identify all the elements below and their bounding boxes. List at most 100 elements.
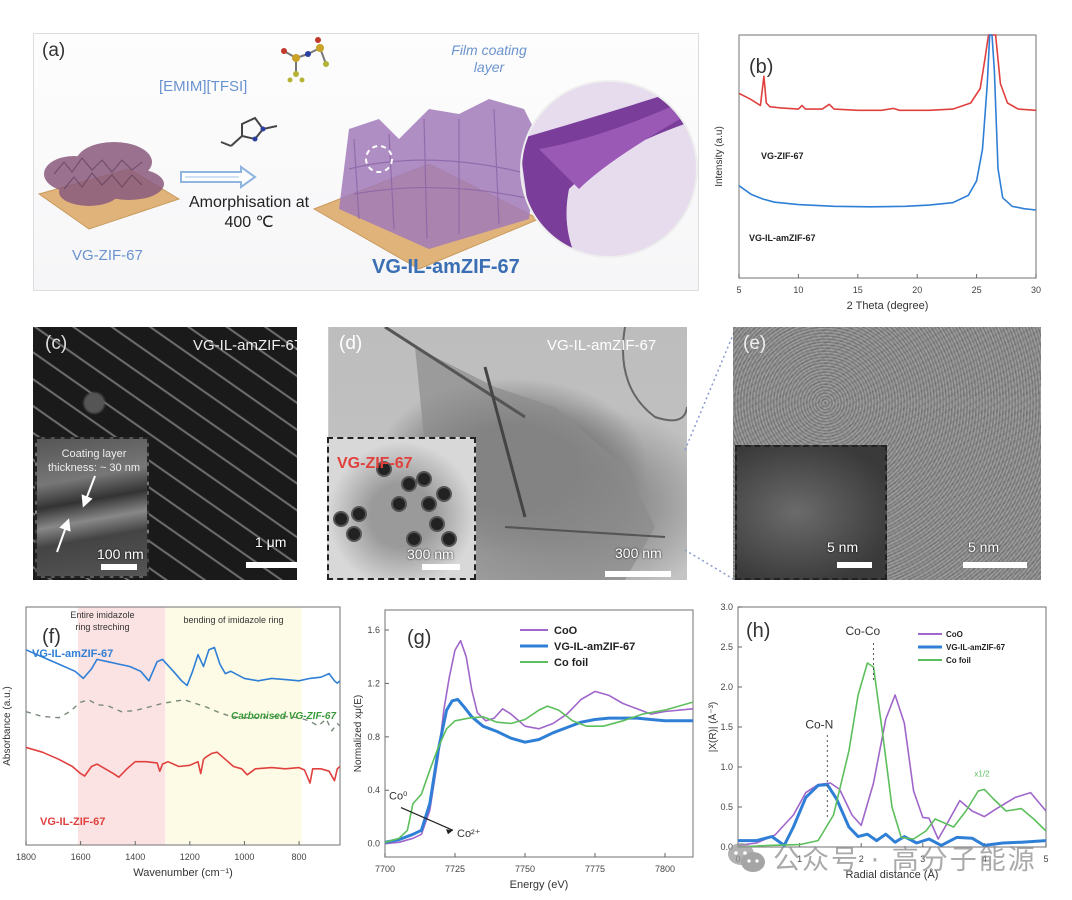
- x-tick-label: 1200: [180, 852, 200, 862]
- series-line-vg-il-amzif-67: [26, 646, 340, 687]
- panel-d-title: VG-IL-amZIF-67: [547, 337, 657, 354]
- x-tick-label: 7750: [515, 864, 535, 874]
- annotation-co2: Co²⁺: [457, 828, 481, 840]
- main-scale-bar: [605, 571, 671, 577]
- annotation-half-scale: x1/2: [974, 770, 990, 779]
- x-tick-label: 7700: [375, 864, 395, 874]
- panel-d-inset: VG-ZIF-67 300 nm: [327, 437, 476, 580]
- y-tick-label: 1.6: [367, 625, 380, 635]
- panel-g-xanes-chart: 7700 7725 7750 7775 7800 0.0 0.4 0.8 1.2 1.6 Energ…: [345, 595, 710, 895]
- x-tick-label: 10: [793, 285, 803, 295]
- legend-label: CoO: [554, 625, 578, 637]
- y-axis-label: Normalized xμ(E): [353, 695, 364, 772]
- annotation-carbonised: Carbonised VG-ZIF-67: [231, 711, 336, 722]
- y-tick-label: 0.5: [720, 802, 733, 812]
- panel-c-inset: Coating layer thickness: ~ 30 nm 100 nm: [35, 437, 149, 578]
- product-label: VG-IL-amZIF-67: [372, 256, 520, 278]
- x-tick-label: 2: [859, 854, 864, 864]
- process-arrow-icon: [180, 165, 257, 189]
- annotation-vg-il-amzif-67: VG-IL-amZIF-67: [749, 233, 816, 243]
- x-tick-label: 5: [1043, 854, 1048, 864]
- x-axis-label: Energy (eV): [510, 879, 569, 891]
- inset-title: VG-ZIF-67: [337, 455, 413, 472]
- panel-b-xrd-chart: 5 10 15 20 25 30 2 Theta (degree) Intensity (a.…: [708, 30, 1063, 320]
- x-axis-label: 2 Theta (degree): [847, 300, 929, 312]
- film-layer-label: Film coating layer: [444, 42, 534, 76]
- x-tick-label: 7775: [585, 864, 605, 874]
- x-tick-label: 7800: [655, 864, 675, 874]
- y-tick-label: 0.4: [367, 785, 380, 795]
- panel-label: (b): [749, 56, 773, 78]
- inset-scale-text: 300 nm: [407, 546, 454, 562]
- vg-zif-67-illustration: [37, 142, 181, 230]
- tfsi-molecule-icon: [281, 37, 329, 83]
- y-tick-label: 1.0: [720, 762, 733, 772]
- panel-gap: [297, 327, 329, 580]
- x-tick-label: 1000: [234, 852, 254, 862]
- annotation-co-co: Co-Co: [846, 624, 881, 638]
- x-tick-label: 15: [853, 285, 863, 295]
- xrd-chart-svg: 5 10 15 20 25 30 2 Theta (degree) Intensity (a.…: [714, 34, 1041, 312]
- zif-particles-icon: [333, 461, 457, 547]
- inset-scale-bar: [101, 564, 137, 570]
- x-tick-label: 1: [797, 854, 802, 864]
- x-tick-label: 3: [920, 854, 925, 864]
- inset-scale-bar: [837, 562, 872, 568]
- panel-label: (h): [746, 620, 770, 642]
- y-tick-label: 0.0: [720, 842, 733, 852]
- legend-label: VG-IL-amZIF-67: [946, 643, 1006, 652]
- y-tick-label: 3.0: [720, 602, 733, 612]
- legend-label: CoO: [946, 630, 963, 639]
- annotation-vg-il-amzif-67: VG-IL-amZIF-67: [32, 648, 113, 660]
- band-1: [165, 607, 302, 845]
- inset-scale-bar: [422, 564, 460, 570]
- y-axis-label: |X(R)| (Å⁻³): [708, 702, 719, 752]
- x-tick-label: 1400: [125, 852, 145, 862]
- x-tick-label: 7725: [445, 864, 465, 874]
- main-scale-text: 1 μm: [255, 534, 287, 550]
- watermark: 公众号 · 高分子能源: [727, 838, 1037, 877]
- watermark-text: 公众号 · 高分子能源: [773, 845, 1037, 876]
- plot-frame: [384, 609, 694, 858]
- x-tick-label: 1800: [16, 852, 36, 862]
- main-scale-text: 300 nm: [615, 545, 662, 561]
- process-line-1: Amorphisation at: [188, 194, 310, 211]
- inset-scale-text: 100 nm: [97, 546, 144, 562]
- plot-frame: [738, 34, 1037, 279]
- annotation-vg-zif-67: VG-ZIF-67: [761, 151, 804, 161]
- panel-c-title: VG-IL-amZIF-67: [193, 337, 303, 354]
- xanes-chart-svg: 7700 7725 7750 7775 7800 0.0 0.4 0.8 1.2 1.6 Energ…: [353, 609, 694, 891]
- panel-d-label: (d): [339, 333, 363, 354]
- film-layer-line-1: Film coating: [451, 42, 527, 58]
- inset-note-line-2: thickness: ~ 30 nm: [47, 462, 141, 474]
- emim-molecule-icon: [220, 116, 278, 147]
- panel-e-inset: 5 nm: [735, 445, 887, 580]
- band-label-line-1: Entire imidazole: [70, 610, 134, 620]
- annotation-co0: Co⁰: [389, 791, 408, 803]
- y-axis-label: Intensity (a.u): [714, 126, 725, 187]
- main-scale-text: 5 nm: [968, 539, 1000, 555]
- y-axis-label: Absorbance (a.u.): [2, 686, 13, 766]
- band-0: [77, 607, 166, 845]
- series-line-coo: [738, 694, 1046, 847]
- start-material-label: VG-ZIF-67: [72, 247, 143, 264]
- x-tick-label: 30: [1031, 285, 1041, 295]
- panel-a-schematic: (a) VG-ZIF-67 [EMIM][TFSI] Amorphisation…: [33, 33, 699, 291]
- inset-note-line-1: Coating layer: [61, 448, 127, 460]
- band-label-bending: bending of imidazole ring: [183, 615, 283, 625]
- panel-label: (g): [407, 627, 431, 649]
- main-scale-bar: [246, 562, 298, 568]
- y-tick-label: 2.5: [720, 642, 733, 652]
- vg-il-amzif-67-illustration: [312, 80, 698, 270]
- y-tick-label: 0.8: [367, 732, 380, 742]
- series-line-coo: [385, 639, 693, 845]
- annotation-vg-il-zif-67: VG-IL-ZIF-67: [40, 816, 105, 828]
- panel-d-tem-image: (d) VG-IL-amZIF-67 VG-ZIF-67 300 nm 300 …: [297, 327, 687, 580]
- y-tick-label: 1.5: [720, 722, 733, 732]
- ionic-liquid-label: [EMIM][TFSI]: [159, 78, 248, 95]
- inset-scale-text: 5 nm: [827, 539, 859, 555]
- x-tick-label: 1600: [71, 852, 91, 862]
- panel-e-label: (e): [743, 333, 767, 354]
- series-line-vg-il-amzif-67: [739, 34, 1036, 211]
